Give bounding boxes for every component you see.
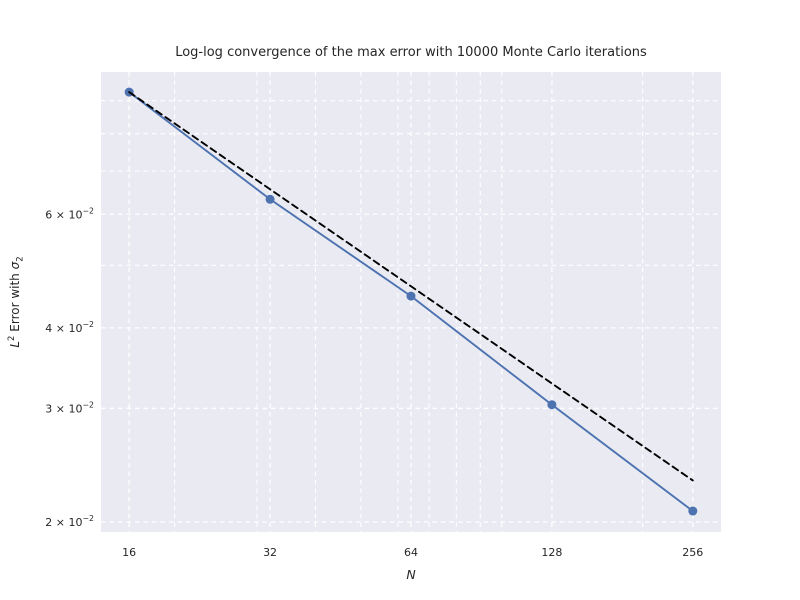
y-tick-label: 4 × 10−2: [45, 320, 94, 335]
chart-title: Log-log convergence of the max error wit…: [175, 45, 647, 60]
x-tick-label: 256: [682, 546, 703, 559]
series-line-N^(-1/2)-reference: [128, 91, 694, 482]
data-point-marker: [547, 400, 557, 410]
data-point-marker: [406, 291, 416, 301]
y-label-var-exponent: 2: [7, 335, 17, 341]
y-tick-label: 2 × 10−2: [45, 514, 94, 529]
data-point-marker: [265, 194, 275, 204]
x-axis-label-text: N: [406, 567, 416, 582]
x-tick-label: 64: [404, 546, 418, 559]
x-tick-label: 32: [263, 546, 277, 559]
y-label-sigma: σ: [8, 261, 22, 270]
y-label-text: Error with: [8, 269, 22, 336]
x-axis-label: N: [101, 567, 721, 582]
y-tick-label: 3 × 10−2: [45, 400, 94, 415]
data-point-marker: [688, 506, 698, 516]
x-tick-label: 16: [122, 546, 136, 559]
x-tick-label: 128: [541, 546, 562, 559]
y-axis-label: L2 Error with σ2: [7, 72, 27, 532]
y-tick-label: 6 × 10−2: [45, 206, 94, 221]
y-label-sigma-subscript: 2: [15, 256, 26, 262]
y-label-var: L: [8, 340, 22, 348]
